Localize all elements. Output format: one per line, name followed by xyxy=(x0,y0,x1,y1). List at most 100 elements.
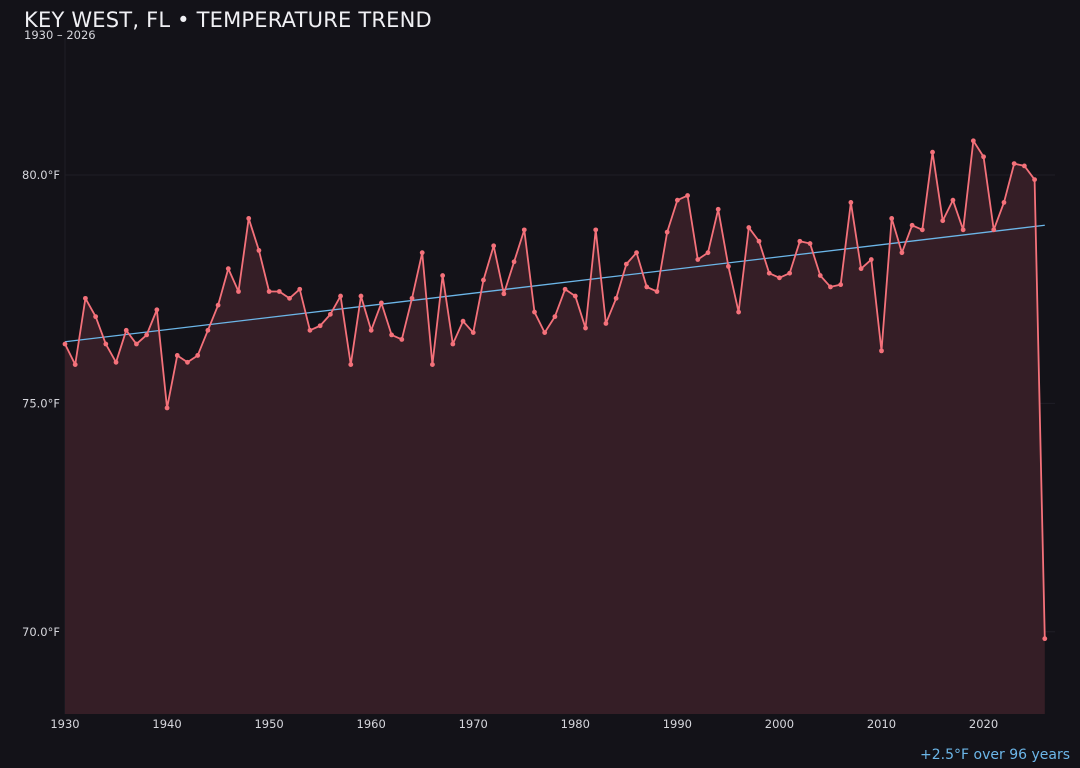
data-point xyxy=(664,229,670,235)
y-tick-label: 80.0°F xyxy=(22,168,60,182)
data-point xyxy=(134,341,139,347)
data-point xyxy=(838,282,844,288)
data-point xyxy=(338,293,343,299)
data-point xyxy=(521,227,527,233)
data-point xyxy=(766,270,772,276)
trend-layer xyxy=(64,224,1045,343)
x-tick-label: 1960 xyxy=(357,717,386,731)
data-point xyxy=(205,327,211,333)
data-point xyxy=(970,138,976,144)
data-point xyxy=(981,154,986,160)
trend-annotation: +2.5°F over 96 years xyxy=(920,747,1070,763)
data-point xyxy=(123,327,129,333)
data-point xyxy=(817,273,823,278)
data-point xyxy=(654,289,660,294)
data-point xyxy=(144,332,150,338)
chart-subtitle: 1930 – 2026 xyxy=(24,28,96,42)
data-point xyxy=(940,218,946,224)
x-axis-ticks: 1930 1940 1950 1960 1970 1980 1990 2000 2010 2020 xyxy=(50,717,998,731)
data-point xyxy=(368,327,374,333)
data-point xyxy=(378,300,384,306)
x-tick-label: 1990 xyxy=(663,717,692,731)
data-point xyxy=(185,359,190,365)
data-point xyxy=(674,197,680,203)
data-point xyxy=(950,197,956,203)
data-point xyxy=(807,241,813,246)
trend-line xyxy=(64,224,1045,343)
y-tick-label: 70.0°F xyxy=(22,625,60,639)
data-point xyxy=(358,293,364,299)
data-point xyxy=(195,353,201,358)
data-point xyxy=(736,309,742,315)
chart-title: KEY WEST, FL • TEMPERATURE TREND xyxy=(24,8,432,32)
data-point xyxy=(532,309,537,315)
data-point xyxy=(83,295,88,301)
data-point xyxy=(593,227,599,233)
data-point xyxy=(215,302,221,308)
data-point xyxy=(542,330,548,336)
data-point xyxy=(644,284,650,290)
data-point xyxy=(991,227,997,233)
data-point xyxy=(501,291,507,297)
data-point xyxy=(685,193,690,198)
x-tick-label: 1930 xyxy=(50,717,79,731)
data-point xyxy=(389,332,394,338)
x-tick-label: 2020 xyxy=(969,717,998,731)
x-tick-label: 2010 xyxy=(867,717,896,731)
data-point xyxy=(705,250,711,256)
data-point xyxy=(634,250,639,256)
data-point xyxy=(848,200,854,205)
data-point xyxy=(797,238,803,244)
y-tick-label: 75.0°F xyxy=(22,396,60,410)
data-point xyxy=(1001,200,1007,205)
data-point xyxy=(440,273,446,278)
data-point xyxy=(450,341,456,347)
data-point xyxy=(1042,636,1048,642)
data-point xyxy=(756,238,762,244)
data-point xyxy=(552,314,558,320)
data-point xyxy=(715,206,721,212)
data-point xyxy=(583,325,588,331)
data-point xyxy=(399,337,405,342)
data-point xyxy=(868,257,874,262)
data-point xyxy=(613,295,619,301)
data-point xyxy=(909,222,915,228)
data-point xyxy=(93,314,99,320)
data-point xyxy=(72,362,78,367)
data-point xyxy=(62,341,68,347)
data-point xyxy=(470,330,476,336)
data-point xyxy=(276,289,282,294)
data-point xyxy=(113,359,119,365)
data-point xyxy=(246,216,252,221)
data-point xyxy=(572,293,578,299)
data-point xyxy=(430,362,435,367)
data-point xyxy=(256,247,262,253)
area-layer xyxy=(65,140,1045,714)
data-point xyxy=(1032,177,1037,182)
data-point xyxy=(511,259,517,265)
data-point xyxy=(481,277,486,283)
data-point xyxy=(746,225,752,230)
data-point xyxy=(623,261,629,267)
data-point xyxy=(307,327,313,333)
data-point xyxy=(419,250,425,256)
data-point xyxy=(491,243,497,249)
data-point xyxy=(266,289,272,294)
data-point xyxy=(960,227,966,233)
data-point xyxy=(460,318,466,324)
data-point xyxy=(174,353,180,358)
data-point xyxy=(348,362,354,367)
data-point xyxy=(695,257,701,262)
data-point xyxy=(236,289,241,294)
series-area xyxy=(65,140,1045,714)
data-point xyxy=(317,323,323,329)
x-tick-label: 1980 xyxy=(561,717,590,731)
data-point xyxy=(726,263,731,269)
data-point xyxy=(409,295,415,301)
data-point xyxy=(1011,161,1017,167)
data-point xyxy=(603,321,609,326)
data-point xyxy=(164,405,170,411)
data-point xyxy=(919,227,925,233)
data-point xyxy=(858,266,864,272)
